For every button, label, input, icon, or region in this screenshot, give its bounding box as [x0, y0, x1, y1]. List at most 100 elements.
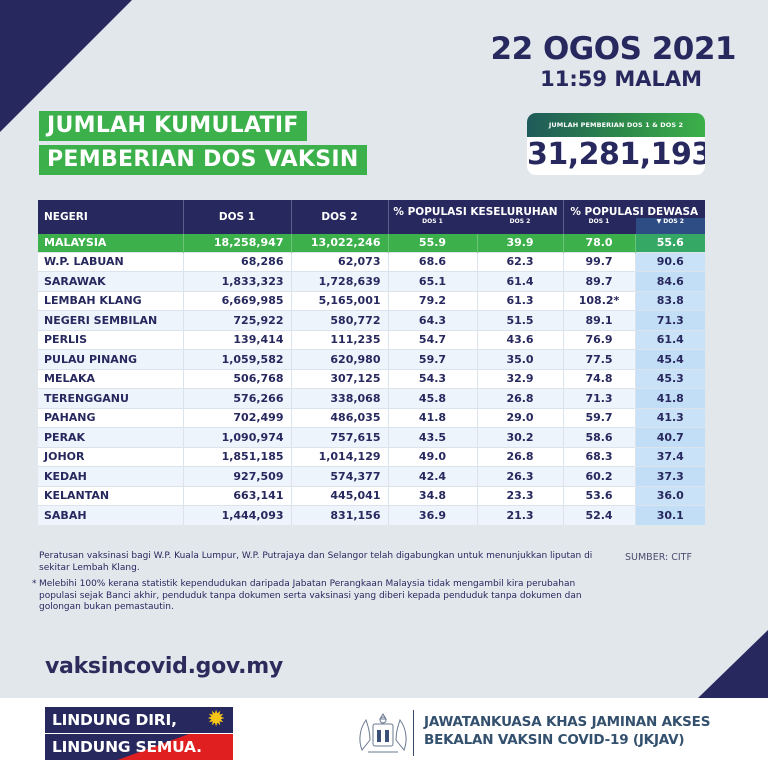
cell-adult-dos1: 78.0 — [562, 234, 636, 252]
cell-dos2: 620,980 — [290, 349, 388, 369]
cell-dos1: 1,444,093 — [182, 505, 291, 525]
footer-divider — [413, 710, 414, 756]
table-row: KELANTAN 663,141 445,041 34.8 23.3 53.6 36.0 — [38, 485, 706, 506]
cell-dos2: 13,022,246 — [290, 234, 388, 252]
column-group-populasi-keseluruhan: % POPULASI KESELURUHAN — [387, 200, 564, 218]
table-row: SARAWAK 1,833,323 1,728,639 65.1 61.4 89.7 84.… — [38, 271, 706, 291]
cell-adult-dos1: 89.1 — [562, 310, 636, 330]
cell-adult-dos2: 84.6 — [634, 271, 706, 291]
cell-negeri: PERAK — [38, 427, 183, 447]
cell-dos2: 111,235 — [290, 329, 388, 350]
cell-dos1: 68,286 — [182, 251, 291, 272]
cell-pop-dos1: 59.7 — [387, 349, 477, 369]
cell-adult-dos1: 89.7 — [562, 271, 636, 291]
cell-pop-dos2: 51.5 — [476, 310, 564, 330]
report-datetime: 22 OGOS 2021 11:59 MALAM — [440, 31, 737, 90]
table-row: PERAK 1,090,974 757,615 43.5 30.2 58.6 40.7 — [38, 427, 706, 447]
table-row: PAHANG 702,499 486,035 41.8 29.0 59.7 41.3 — [38, 407, 706, 428]
cell-dos2: 580,772 — [290, 310, 388, 330]
cell-dos1: 1,090,974 — [182, 427, 291, 447]
table-row: W.P. LABUAN 68,286 62,073 68.6 62.3 99.7 90.6 — [38, 251, 706, 272]
cell-dos2: 486,035 — [290, 407, 388, 428]
cell-adult-dos1: 59.7 — [562, 407, 636, 428]
cell-negeri: W.P. LABUAN — [38, 251, 183, 272]
cell-adult-dos2: 30.1 — [634, 505, 706, 525]
cell-adult-dos2: 36.0 — [634, 485, 706, 506]
cell-pop-dos2: 21.3 — [476, 505, 564, 525]
cell-dos2: 1,728,639 — [290, 271, 388, 291]
cell-pop-dos1: 79.2 — [387, 290, 477, 311]
cell-negeri: PERLIS — [38, 329, 183, 350]
cell-dos1: 725,922 — [182, 310, 291, 330]
total-doses-value: 31,281,193 — [527, 137, 705, 172]
table-row-total: MALAYSIA 18,258,947 13,022,246 55.9 39.9… — [38, 234, 706, 252]
column-header-dos1: DOS 1 — [182, 200, 291, 234]
report-date: 22 OGOS 2021 — [490, 31, 737, 67]
cell-adult-dos1: 76.9 — [562, 329, 636, 350]
footnote-lembah-klang: Peratusan vaksinasi bagi W.P. Kuala Lump… — [39, 551, 593, 573]
column-header-adult-dos1: DOS 1 — [562, 218, 636, 234]
decorative-triangle-bottom-right — [698, 630, 768, 698]
cell-pop-dos1: 68.6 — [387, 251, 477, 272]
cell-adult-dos2: 83.8 — [634, 290, 706, 311]
cell-adult-dos2: 37.3 — [634, 466, 706, 486]
cell-pop-dos1: 64.3 — [387, 310, 477, 330]
data-source: SUMBER: CITF — [625, 552, 692, 563]
table-row: KEDAH 927,509 574,377 42.4 26.3 60.2 37.3 — [38, 466, 706, 486]
cell-negeri: PAHANG — [38, 407, 183, 428]
cell-adult-dos2: 61.4 — [634, 329, 706, 350]
column-header-pop-dos1: DOS 1 — [387, 218, 477, 234]
cell-negeri: MELAKA — [38, 368, 183, 389]
cell-pop-dos2: 43.6 — [476, 329, 564, 350]
title-line-1: JUMLAH KUMULATIF — [39, 111, 307, 141]
asterisk-marker: * — [32, 579, 37, 589]
cell-pop-dos2: 61.4 — [476, 271, 564, 291]
cell-pop-dos1: 65.1 — [387, 271, 477, 291]
cell-pop-dos1: 41.8 — [387, 407, 477, 428]
coat-of-arms-icon — [359, 713, 407, 753]
website-link[interactable]: vaksincovid.gov.my — [45, 654, 283, 679]
cell-adult-dos1: 53.6 — [562, 485, 636, 506]
table-row: TERENGGANU 576,266 338,068 45.8 26.8 71.3 41.8 — [38, 388, 706, 408]
cell-adult-dos1: 52.4 — [562, 505, 636, 525]
cell-dos1: 702,499 — [182, 407, 291, 428]
table-row: PERLIS 139,414 111,235 54.7 43.6 76.9 61.4 — [38, 329, 706, 350]
cell-pop-dos1: 49.0 — [387, 446, 477, 467]
cell-negeri: NEGERI SEMBILAN — [38, 310, 183, 330]
cell-adult-dos1: 108.2* — [562, 290, 636, 311]
cell-dos2: 1,014,129 — [290, 446, 388, 467]
cell-dos2: 5,165,001 — [290, 290, 388, 311]
cell-pop-dos2: 61.3 — [476, 290, 564, 311]
org-line-1: JAWATANKUASA KHAS JAMINAN AKSES — [424, 714, 711, 730]
cell-negeri: PULAU PINANG — [38, 349, 183, 369]
slogan-logo: LINDUNG DIRI, ✹ LINDUNG SEMUA. — [45, 707, 233, 760]
cell-dos2: 62,073 — [290, 251, 388, 272]
table-row: MELAKA 506,768 307,125 54.3 32.9 74.8 45.3 — [38, 368, 706, 389]
cell-pop-dos1: 45.8 — [387, 388, 477, 408]
footnotes: Peratusan vaksinasi bagi W.P. Kuala Lump… — [32, 551, 599, 619]
footer-bar: LINDUNG DIRI, ✹ LINDUNG SEMUA. JAWATANKU… — [0, 698, 768, 768]
cell-dos2: 338,068 — [290, 388, 388, 408]
cell-pop-dos2: 35.0 — [476, 349, 564, 369]
sun-icon: ✹ — [206, 707, 226, 732]
cell-dos2: 757,615 — [290, 427, 388, 447]
table-row: PULAU PINANG 1,059,582 620,980 59.7 35.0 77.5… — [38, 349, 706, 369]
cell-dos1: 18,258,947 — [182, 234, 291, 252]
organization-name: JAWATANKUASA KHAS JAMINAN AKSES BEKALAN … — [424, 713, 710, 749]
cell-adult-dos2: 71.3 — [634, 310, 706, 330]
cell-dos1: 576,266 — [182, 388, 291, 408]
column-header-adult-dos2-sorted: ▼ DOS 2 — [634, 218, 706, 234]
cell-dos2: 574,377 — [290, 466, 388, 486]
cell-negeri: JOHOR — [38, 446, 183, 467]
slogan-line-1: LINDUNG DIRI, ✹ — [45, 707, 233, 733]
cell-adult-dos2: 90.6 — [634, 251, 706, 272]
cell-dos1: 663,141 — [182, 485, 291, 506]
org-line-2: BEKALAN VAKSIN COVID-19 (JKJAV) — [424, 732, 685, 748]
cell-dos1: 927,509 — [182, 466, 291, 486]
cell-adult-dos1: 99.7 — [562, 251, 636, 272]
table-row: SABAH 1,444,093 831,156 36.9 21.3 52.4 30.1 — [38, 505, 706, 525]
column-header-negeri: NEGERI — [38, 200, 183, 234]
table-row: NEGERI SEMBILAN 725,922 580,772 64.3 51.5 89.… — [38, 310, 706, 330]
cell-adult-dos1: 68.3 — [562, 446, 636, 467]
cell-pop-dos1: 54.7 — [387, 329, 477, 350]
